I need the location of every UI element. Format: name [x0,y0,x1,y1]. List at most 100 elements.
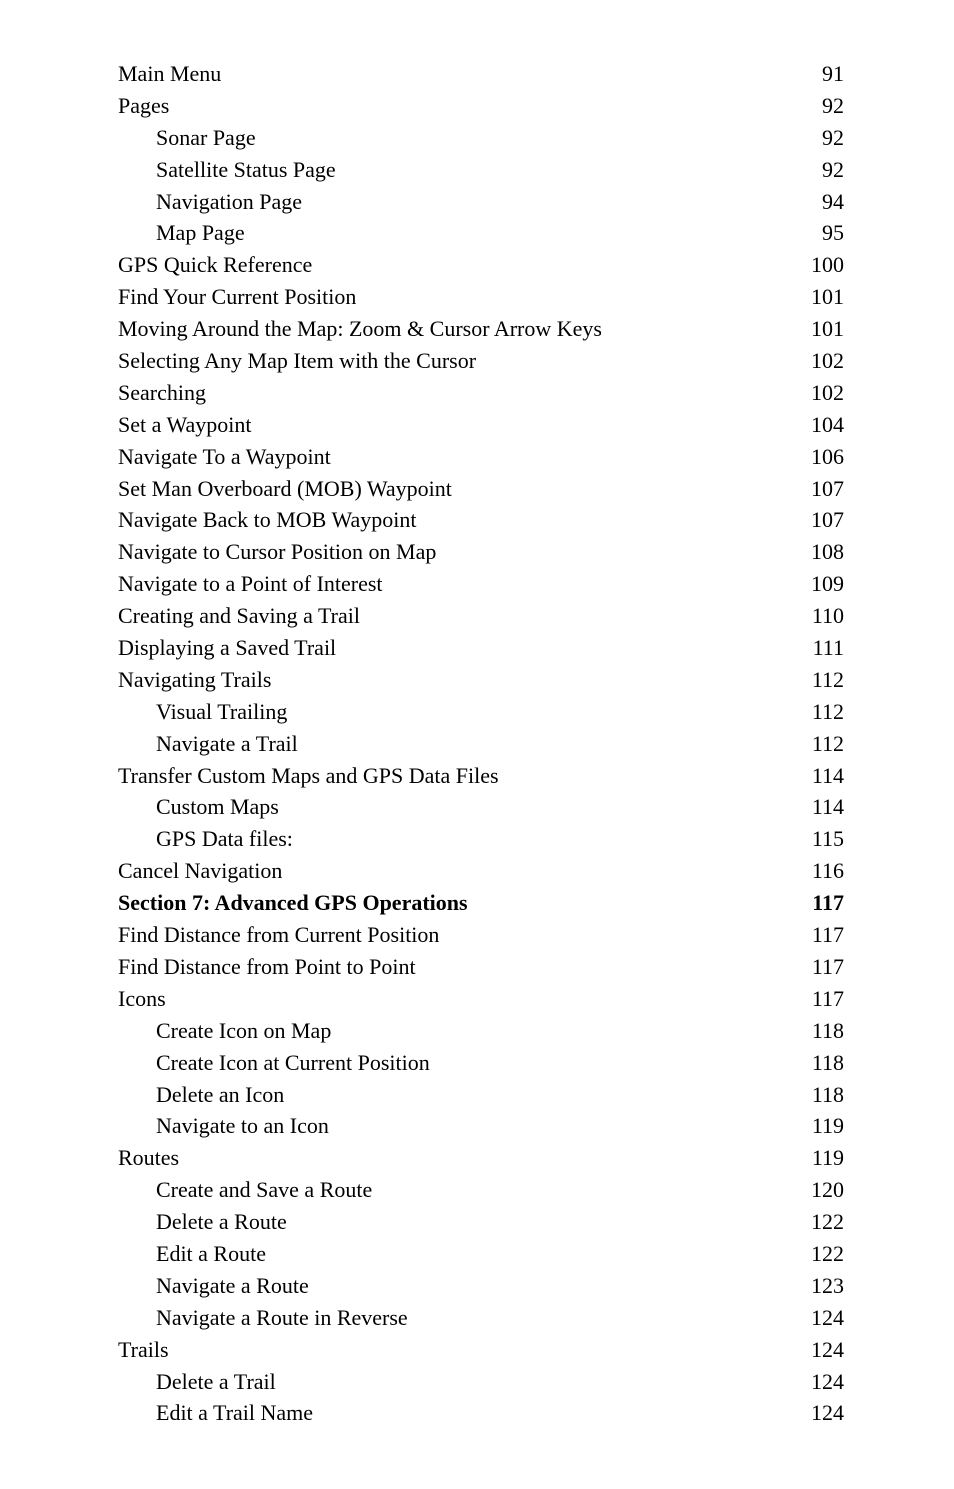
toc-entry: Navigate to an Icon 119 [118,1110,844,1142]
toc-entry-title: Create Icon on Map [156,1015,331,1047]
toc-entry-page: 115 [812,823,844,855]
toc-entry-page: 122 [811,1238,844,1270]
toc-entry-title: Navigate to a Point of Interest [118,568,383,600]
toc-entry-title: Transfer Custom Maps and GPS Data Files [118,760,499,792]
toc-entry: Delete a Trail 124 [118,1366,844,1398]
toc-entry: Navigate a Route123 [118,1270,844,1302]
toc-entry-title: Custom Maps [156,791,279,823]
toc-entry-page: 118 [812,1079,844,1111]
toc-entry: Trails124 [118,1334,844,1366]
toc-entry-title: Trails [118,1334,169,1366]
toc-entry: Map Page 95 [118,217,844,249]
toc-entry-page: 120 [811,1174,844,1206]
toc-entry-page: 100 [811,249,844,281]
toc-entry-title: Set Man Overboard (MOB) Waypoint [118,473,452,505]
toc-entry-page: 112 [812,696,844,728]
toc-entry-title: Selecting Any Map Item with the Cursor [118,345,476,377]
toc-entry: Find Distance from Current Position117 [118,919,844,951]
toc-entry: Navigation Page94 [118,186,844,218]
toc-entry-page: 114 [812,791,844,823]
toc-entry: Set a Waypoint104 [118,409,844,441]
toc-entry: Edit a Route 122 [118,1238,844,1270]
toc-entry: Routes 119 [118,1142,844,1174]
toc-entry: Transfer Custom Maps and GPS Data Files 1… [118,760,844,792]
table-of-contents: Main Menu91Pages92Sonar Page92Satellite … [118,58,844,1429]
toc-entry-page: 102 [811,377,844,409]
toc-entry: Navigate Back to MOB Waypoint107 [118,504,844,536]
toc-entry-page: 112 [812,728,844,760]
toc-entry: Delete an Icon 118 [118,1079,844,1111]
toc-entry-title: Creating and Saving a Trail [118,600,360,632]
toc-entry: Selecting Any Map Item with the Cursor 10… [118,345,844,377]
toc-entry-title: Delete a Trail [156,1366,276,1398]
toc-entry-title: Pages [118,90,169,122]
toc-entry-title: Navigate to an Icon [156,1110,329,1142]
toc-entry-page: 101 [811,281,844,313]
toc-entry-page: 108 [811,536,844,568]
toc-entry-title: Map Page [156,217,245,249]
toc-entry-page: 107 [811,473,844,505]
toc-entry: Pages92 [118,90,844,122]
toc-entry-title: GPS Quick Reference [118,249,312,281]
toc-entry-title: Navigate a Route in Reverse [156,1302,408,1334]
toc-entry-title: Searching [118,377,206,409]
toc-entry-title: Find Distance from Point to Point [118,951,416,983]
toc-entry-title: Cancel Navigation [118,855,282,887]
toc-entry-page: 117 [812,887,844,919]
toc-entry-title: Navigating Trails [118,664,271,696]
toc-entry-title: Navigate to Cursor Position on Map [118,536,436,568]
toc-entry-page: 109 [811,568,844,600]
toc-entry: Visual Trailing 112 [118,696,844,728]
toc-entry-title: Edit a Trail Name [156,1397,313,1429]
toc-entry-page: 118 [812,1047,844,1079]
toc-entry-title: Displaying a Saved Trail [118,632,336,664]
toc-entry: GPS Quick Reference 100 [118,249,844,281]
toc-entry-page: 123 [811,1270,844,1302]
toc-entry: Cancel Navigation116 [118,855,844,887]
toc-entry: Main Menu 91 [118,58,844,90]
toc-entry-page: 111 [813,632,844,664]
toc-entry: Navigate To a Waypoint106 [118,441,844,473]
toc-entry-title: Navigate a Trail [156,728,298,760]
toc-entry-page: 95 [822,217,844,249]
toc-entry-page: 119 [812,1110,844,1142]
toc-entry-page: 119 [812,1142,844,1174]
toc-entry-title: Moving Around the Map: Zoom & Cursor Arr… [118,313,602,345]
toc-entry: Custom Maps 114 [118,791,844,823]
toc-entry-page: 91 [822,58,844,90]
toc-entry-page: 94 [822,186,844,218]
toc-entry-page: 117 [812,919,844,951]
toc-entry-title: Edit a Route [156,1238,266,1270]
toc-entry: Edit a Trail Name124 [118,1397,844,1429]
toc-entry-title: Routes [118,1142,179,1174]
toc-entry: Navigate a Route in Reverse 124 [118,1302,844,1334]
toc-entry: Navigate a Trail 112 [118,728,844,760]
toc-entry-title: Navigate Back to MOB Waypoint [118,504,416,536]
toc-entry: Navigate to a Point of Interest 109 [118,568,844,600]
toc-entry-title: Main Menu [118,58,221,90]
toc-entry-title: Visual Trailing [156,696,287,728]
toc-entry-title: Create Icon at Current Position [156,1047,430,1079]
toc-entry-page: 124 [811,1366,844,1398]
toc-entry: GPS Data files:115 [118,823,844,855]
toc-entry-page: 118 [812,1015,844,1047]
toc-entry: Satellite Status Page92 [118,154,844,186]
toc-entry-page: 122 [811,1206,844,1238]
toc-entry-page: 102 [811,345,844,377]
toc-entry-page: 124 [811,1302,844,1334]
toc-entry-page: 104 [811,409,844,441]
toc-entry-page: 101 [811,313,844,345]
toc-entry-page: 110 [812,600,844,632]
toc-entry-title: Sonar Page [156,122,256,154]
toc-entry-title: Delete an Icon [156,1079,284,1111]
toc-entry-page: 92 [822,154,844,186]
toc-entry-title: Delete a Route [156,1206,287,1238]
toc-entry-page: 117 [812,951,844,983]
toc-entry: Section 7: Advanced GPS Operations117 [118,887,844,919]
toc-entry: Navigating Trails112 [118,664,844,696]
toc-entry-page: 114 [812,760,844,792]
toc-entry: Displaying a Saved Trail 111 [118,632,844,664]
toc-entry-page: 92 [822,122,844,154]
toc-entry: Navigate to Cursor Position on Map 108 [118,536,844,568]
toc-entry-title: Icons [118,983,166,1015]
